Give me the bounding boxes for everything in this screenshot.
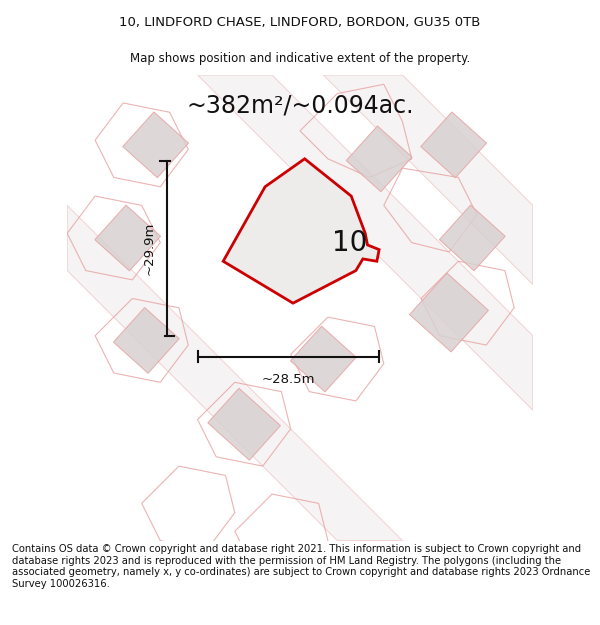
Polygon shape <box>346 126 412 192</box>
Polygon shape <box>223 159 379 303</box>
Polygon shape <box>290 326 356 392</box>
Polygon shape <box>323 75 533 284</box>
Polygon shape <box>95 205 161 271</box>
Polygon shape <box>113 308 179 373</box>
Polygon shape <box>208 388 280 460</box>
Polygon shape <box>439 205 505 271</box>
Text: Map shows position and indicative extent of the property.: Map shows position and indicative extent… <box>130 52 470 65</box>
Text: 10: 10 <box>332 229 368 258</box>
Polygon shape <box>421 112 487 178</box>
Polygon shape <box>410 273 488 352</box>
Polygon shape <box>123 112 188 178</box>
Text: ~28.5m: ~28.5m <box>262 373 315 386</box>
Text: ~382m²/~0.094ac.: ~382m²/~0.094ac. <box>186 93 414 118</box>
Text: ~29.9m: ~29.9m <box>143 222 155 275</box>
Polygon shape <box>67 206 403 541</box>
Text: Contains OS data © Crown copyright and database right 2021. This information is : Contains OS data © Crown copyright and d… <box>12 544 590 589</box>
Text: 10, LINDFORD CHASE, LINDFORD, BORDON, GU35 0TB: 10, LINDFORD CHASE, LINDFORD, BORDON, GU… <box>119 16 481 29</box>
Polygon shape <box>197 75 533 410</box>
